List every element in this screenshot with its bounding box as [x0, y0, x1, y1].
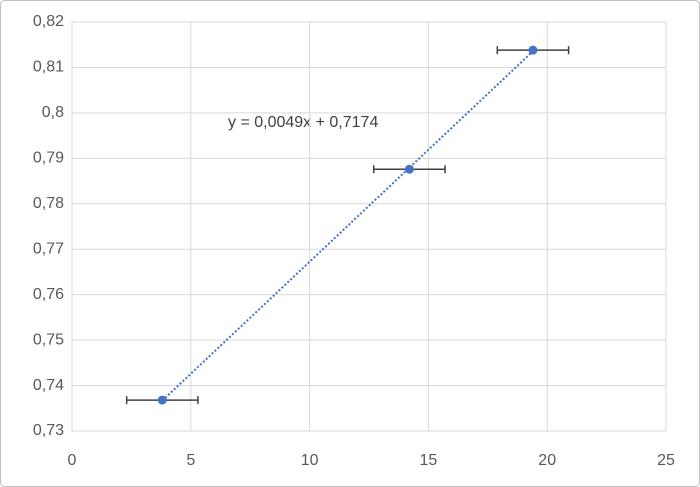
y-tick-label: 0,79 [33, 150, 64, 167]
x-tick-label: 0 [68, 452, 77, 469]
y-tick-label: 0,73 [33, 422, 64, 439]
x-tick-label: 20 [538, 452, 556, 469]
x-tick-label: 10 [301, 452, 319, 469]
x-tick-label: 5 [186, 452, 195, 469]
y-tick-label: 0,78 [33, 195, 64, 212]
y-tick-label: 0,75 [33, 331, 64, 348]
y-tick-label: 0,8 [42, 104, 64, 121]
y-tick-label: 0,82 [33, 13, 64, 30]
trendline-equation: y = 0,0049x + 0,7174 [228, 114, 378, 131]
point [157, 395, 167, 405]
trendline [161, 50, 534, 402]
x-tick-label: 25 [657, 452, 675, 469]
y-tick-label: 0,81 [33, 59, 64, 76]
point [404, 164, 414, 174]
y-tick-label: 0,76 [33, 286, 64, 303]
y-tick-label: 0,74 [33, 377, 64, 394]
point [528, 45, 538, 55]
x-tick-label: 15 [420, 452, 438, 469]
y-tick-label: 0,77 [33, 240, 64, 257]
